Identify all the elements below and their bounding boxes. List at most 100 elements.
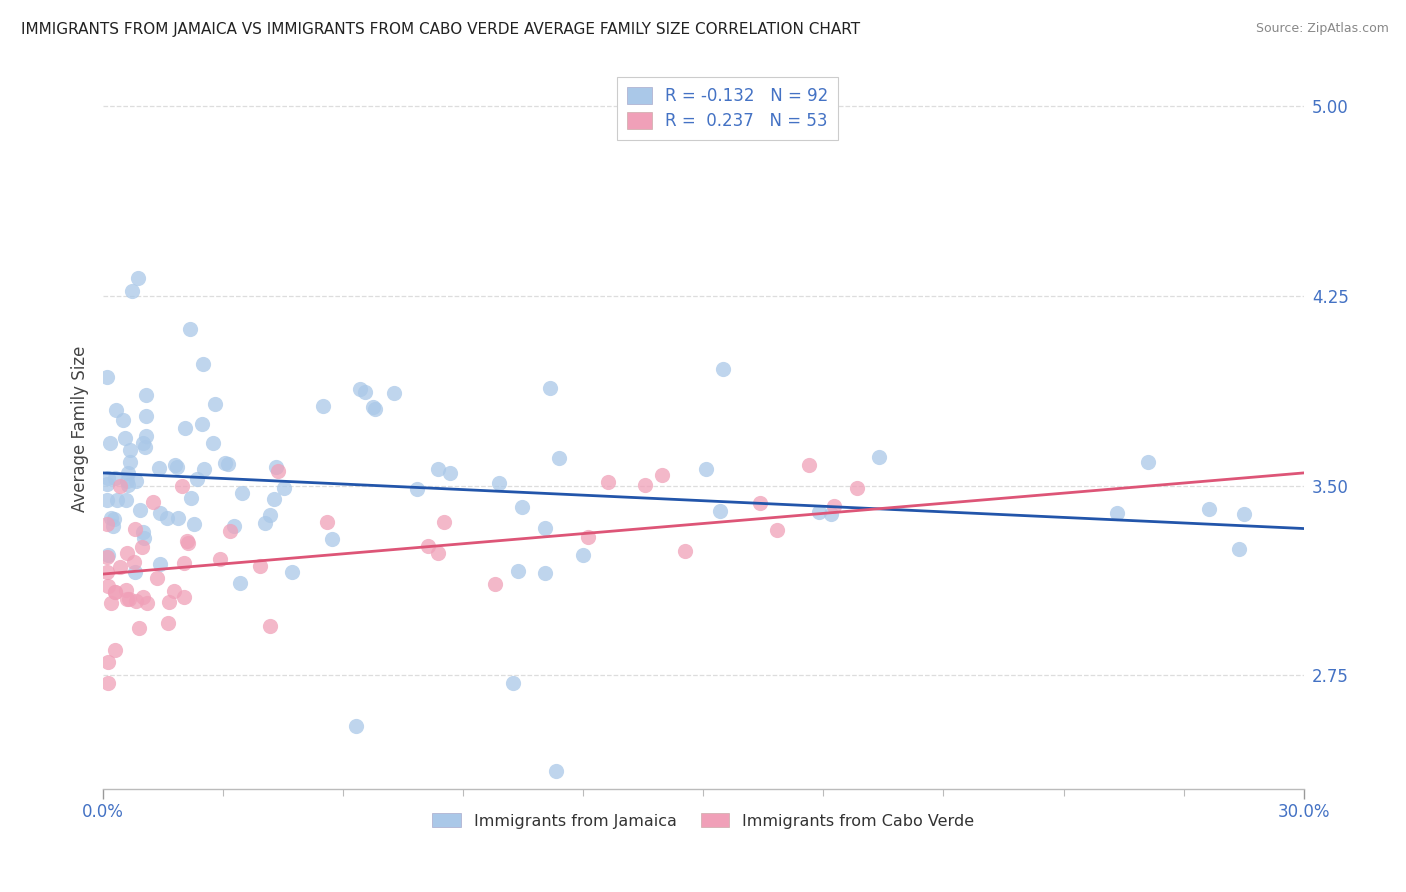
Point <box>125 594 148 608</box>
Point <box>100 511 122 525</box>
Point <box>1227 542 1250 557</box>
Point <box>101 519 124 533</box>
Point <box>596 475 619 490</box>
Point <box>96 370 118 384</box>
Point <box>316 515 339 529</box>
Point <box>263 491 285 506</box>
Point <box>103 585 125 599</box>
Point <box>426 462 449 476</box>
Point <box>1105 506 1128 520</box>
Point <box>193 462 215 476</box>
Point <box>193 357 215 371</box>
Point <box>364 402 387 417</box>
Point <box>534 566 557 580</box>
Point <box>98 435 121 450</box>
Point <box>191 417 214 431</box>
Point <box>115 582 138 597</box>
Point <box>97 548 120 562</box>
Point <box>163 458 186 473</box>
Point <box>131 541 153 555</box>
Point <box>512 500 534 515</box>
Point <box>97 656 120 670</box>
Point <box>651 468 673 483</box>
Point <box>571 548 593 562</box>
Point <box>166 460 188 475</box>
Point <box>97 579 120 593</box>
Y-axis label: Average Family Size: Average Family Size <box>72 345 89 512</box>
Point <box>108 560 131 574</box>
Point <box>157 616 180 631</box>
Point <box>808 505 831 519</box>
Point <box>711 362 734 376</box>
Point <box>416 539 439 553</box>
Point <box>820 507 842 521</box>
Point <box>103 643 125 657</box>
Point <box>488 476 510 491</box>
Point <box>273 481 295 495</box>
Point <box>1233 508 1256 522</box>
Point <box>231 485 253 500</box>
Point <box>124 522 146 536</box>
Point <box>249 559 271 574</box>
Point <box>633 478 655 492</box>
Point <box>118 455 141 469</box>
Point <box>108 478 131 492</box>
Point <box>180 491 202 505</box>
Point <box>96 517 118 532</box>
Point <box>115 592 138 607</box>
Point <box>502 675 524 690</box>
Point <box>96 550 118 565</box>
Point <box>163 584 186 599</box>
Point <box>97 470 120 484</box>
Point <box>132 531 155 545</box>
Point <box>259 508 281 523</box>
Point <box>321 533 343 547</box>
Point <box>673 544 696 558</box>
Point <box>846 481 869 495</box>
Point <box>96 565 118 579</box>
Point <box>100 596 122 610</box>
Point <box>136 595 159 609</box>
Point <box>219 524 242 539</box>
Point <box>128 621 150 635</box>
Point <box>533 521 555 535</box>
Point <box>117 466 139 480</box>
Point <box>124 566 146 580</box>
Point <box>148 461 170 475</box>
Point <box>349 382 371 396</box>
Point <box>115 493 138 508</box>
Point <box>209 552 232 566</box>
Point <box>281 565 304 579</box>
Point <box>259 619 281 633</box>
Point <box>382 386 405 401</box>
Point <box>103 512 125 526</box>
Point <box>344 719 367 733</box>
Point <box>114 432 136 446</box>
Point <box>121 284 143 298</box>
Point <box>222 519 245 533</box>
Point <box>426 546 449 560</box>
Point <box>131 436 153 450</box>
Point <box>709 504 731 518</box>
Point <box>766 523 789 537</box>
Point <box>122 555 145 569</box>
Point <box>132 591 155 605</box>
Point <box>127 271 149 285</box>
Point <box>749 496 772 510</box>
Point <box>354 385 377 400</box>
Point <box>104 584 127 599</box>
Point <box>117 592 139 607</box>
Point <box>1198 501 1220 516</box>
Point <box>134 440 156 454</box>
Point <box>117 546 139 560</box>
Point <box>267 464 290 478</box>
Point <box>439 467 461 481</box>
Point <box>142 495 165 509</box>
Point <box>145 571 167 585</box>
Point <box>96 492 118 507</box>
Point <box>254 516 277 531</box>
Text: Source: ZipAtlas.com: Source: ZipAtlas.com <box>1256 22 1389 36</box>
Point <box>183 517 205 532</box>
Point <box>406 482 429 496</box>
Point <box>135 387 157 401</box>
